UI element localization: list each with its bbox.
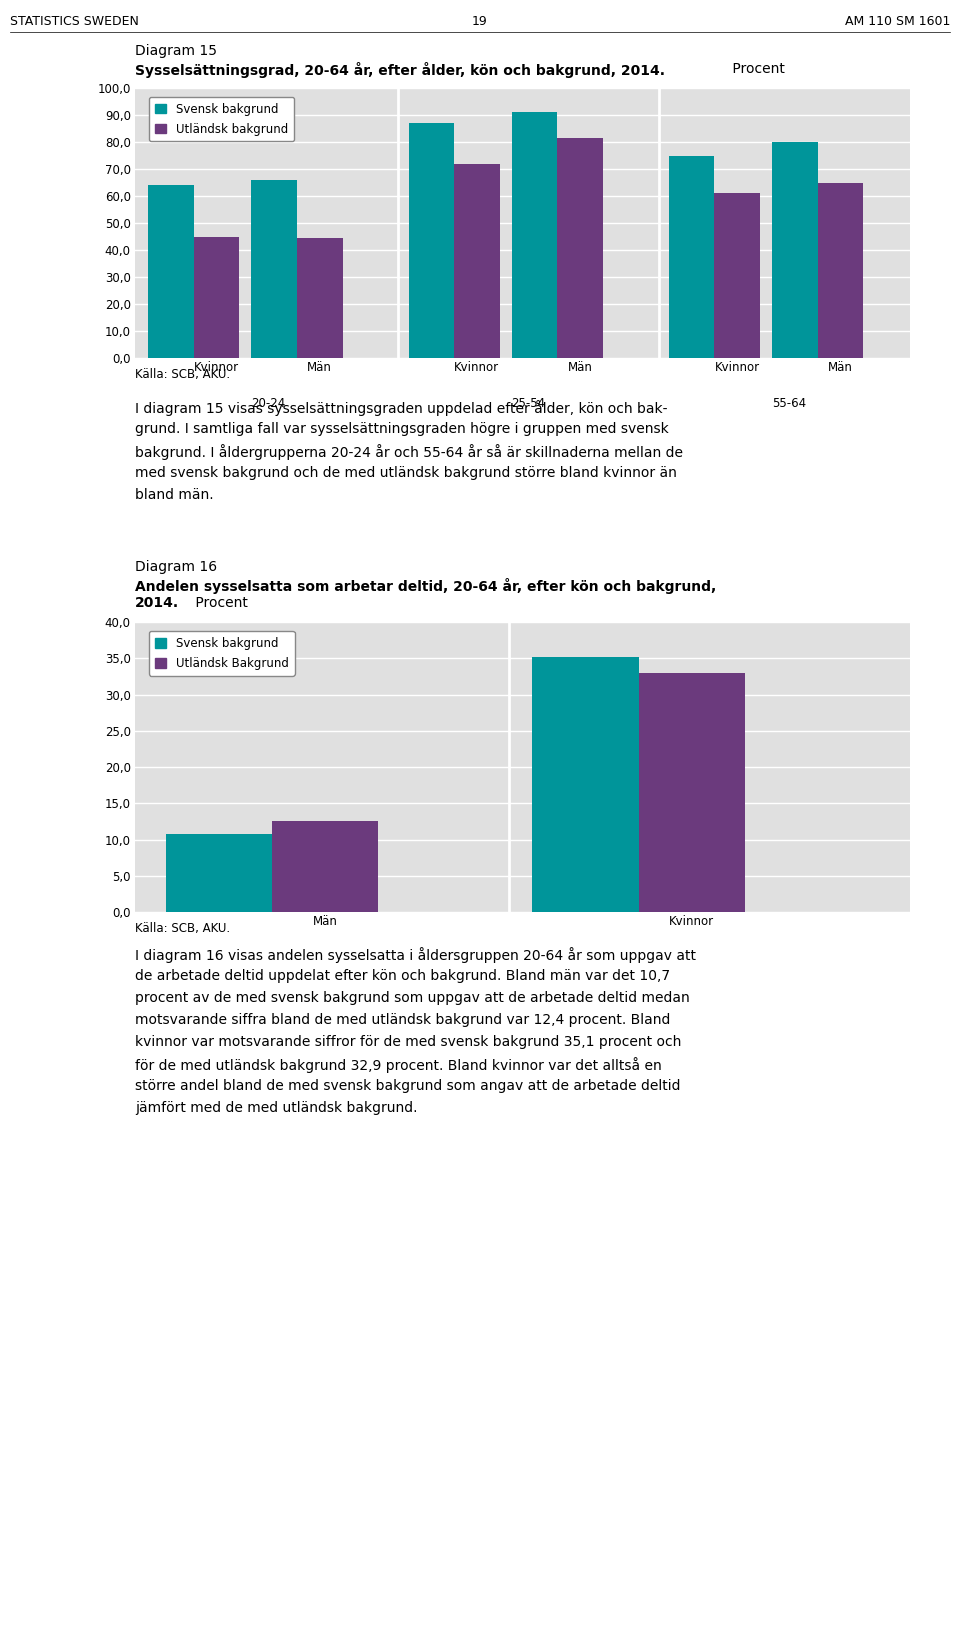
Bar: [714, 193, 760, 358]
Text: 25-54: 25-54: [512, 398, 545, 411]
Bar: [297, 237, 343, 358]
Text: de arbetade deltid uppdelat efter kön och bakgrund. Bland män var det 10,7: de arbetade deltid uppdelat efter kön oc…: [135, 969, 670, 983]
Bar: [272, 821, 378, 911]
Text: STATISTICS SWEDEN: STATISTICS SWEDEN: [10, 15, 139, 28]
Text: motsvarande siffra bland de med utländsk bakgrund var 12,4 procent. Bland: motsvarande siffra bland de med utländsk…: [135, 1013, 670, 1027]
Text: jämfört med de med utländsk bakgrund.: jämfört med de med utländsk bakgrund.: [135, 1101, 418, 1116]
Bar: [532, 656, 638, 911]
Text: 20-24: 20-24: [252, 398, 285, 411]
Text: Källa: SCB, AKU.: Källa: SCB, AKU.: [135, 923, 230, 936]
Text: Sysselsättningsgrad, 20-64 år, efter ålder, kön och bakgrund, 2014.: Sysselsättningsgrad, 20-64 år, efter åld…: [135, 62, 665, 79]
Bar: [194, 237, 239, 358]
Text: Procent: Procent: [729, 62, 785, 75]
Legend: Svensk bakgrund, Utländsk Bakgrund: Svensk bakgrund, Utländsk Bakgrund: [149, 631, 295, 676]
Text: bakgrund. I åldergrupperna 20-24 år och 55-64 år så är skillnaderna mellan de: bakgrund. I åldergrupperna 20-24 år och …: [135, 443, 683, 460]
Text: procent av de med svensk bakgrund som uppgav att de arbetade deltid medan: procent av de med svensk bakgrund som up…: [135, 991, 689, 1005]
Text: 2014.: 2014.: [135, 596, 180, 610]
Text: större andel bland de med svensk bakgrund som angav att de arbetade deltid: större andel bland de med svensk bakgrun…: [135, 1080, 681, 1093]
Text: Diagram 15: Diagram 15: [135, 44, 217, 57]
Text: Procent: Procent: [191, 596, 248, 610]
Text: 19: 19: [472, 15, 488, 28]
Text: 55-64: 55-64: [772, 398, 805, 411]
Text: Källa: SCB, AKU.: Källa: SCB, AKU.: [135, 368, 230, 381]
Text: Andelen sysselsatta som arbetar deltid, 20-64 år, efter kön och bakgrund,: Andelen sysselsatta som arbetar deltid, …: [135, 578, 716, 594]
Bar: [454, 164, 500, 358]
Text: AM 110 SM 1601: AM 110 SM 1601: [845, 15, 950, 28]
Bar: [669, 155, 714, 358]
Bar: [512, 113, 558, 358]
Bar: [409, 123, 454, 358]
Bar: [166, 834, 272, 911]
Bar: [818, 183, 863, 358]
Bar: [252, 180, 297, 358]
Text: grund. I samtliga fall var sysselsättningsgraden högre i gruppen med svensk: grund. I samtliga fall var sysselsättnin…: [135, 422, 669, 437]
Bar: [772, 142, 818, 358]
Bar: [558, 137, 603, 358]
Text: bland män.: bland män.: [135, 488, 214, 502]
Text: för de med utländsk bakgrund 32,9 procent. Bland kvinnor var det alltså en: för de med utländsk bakgrund 32,9 procen…: [135, 1057, 661, 1073]
Legend: Svensk bakgrund, Utländsk bakgrund: Svensk bakgrund, Utländsk bakgrund: [149, 97, 294, 141]
Bar: [638, 672, 745, 911]
Text: kvinnor var motsvarande siffror för de med svensk bakgrund 35,1 procent och: kvinnor var motsvarande siffror för de m…: [135, 1036, 682, 1049]
Text: I diagram 16 visas andelen sysselsatta i åldersgruppen 20-64 år som uppgav att: I diagram 16 visas andelen sysselsatta i…: [135, 947, 696, 964]
Text: Diagram 16: Diagram 16: [135, 560, 217, 574]
Bar: [148, 185, 194, 358]
Text: I diagram 15 visas sysselsättningsgraden uppdelad efter ålder, kön och bak-: I diagram 15 visas sysselsättningsgraden…: [135, 399, 667, 416]
Text: med svensk bakgrund och de med utländsk bakgrund större bland kvinnor än: med svensk bakgrund och de med utländsk …: [135, 466, 677, 479]
